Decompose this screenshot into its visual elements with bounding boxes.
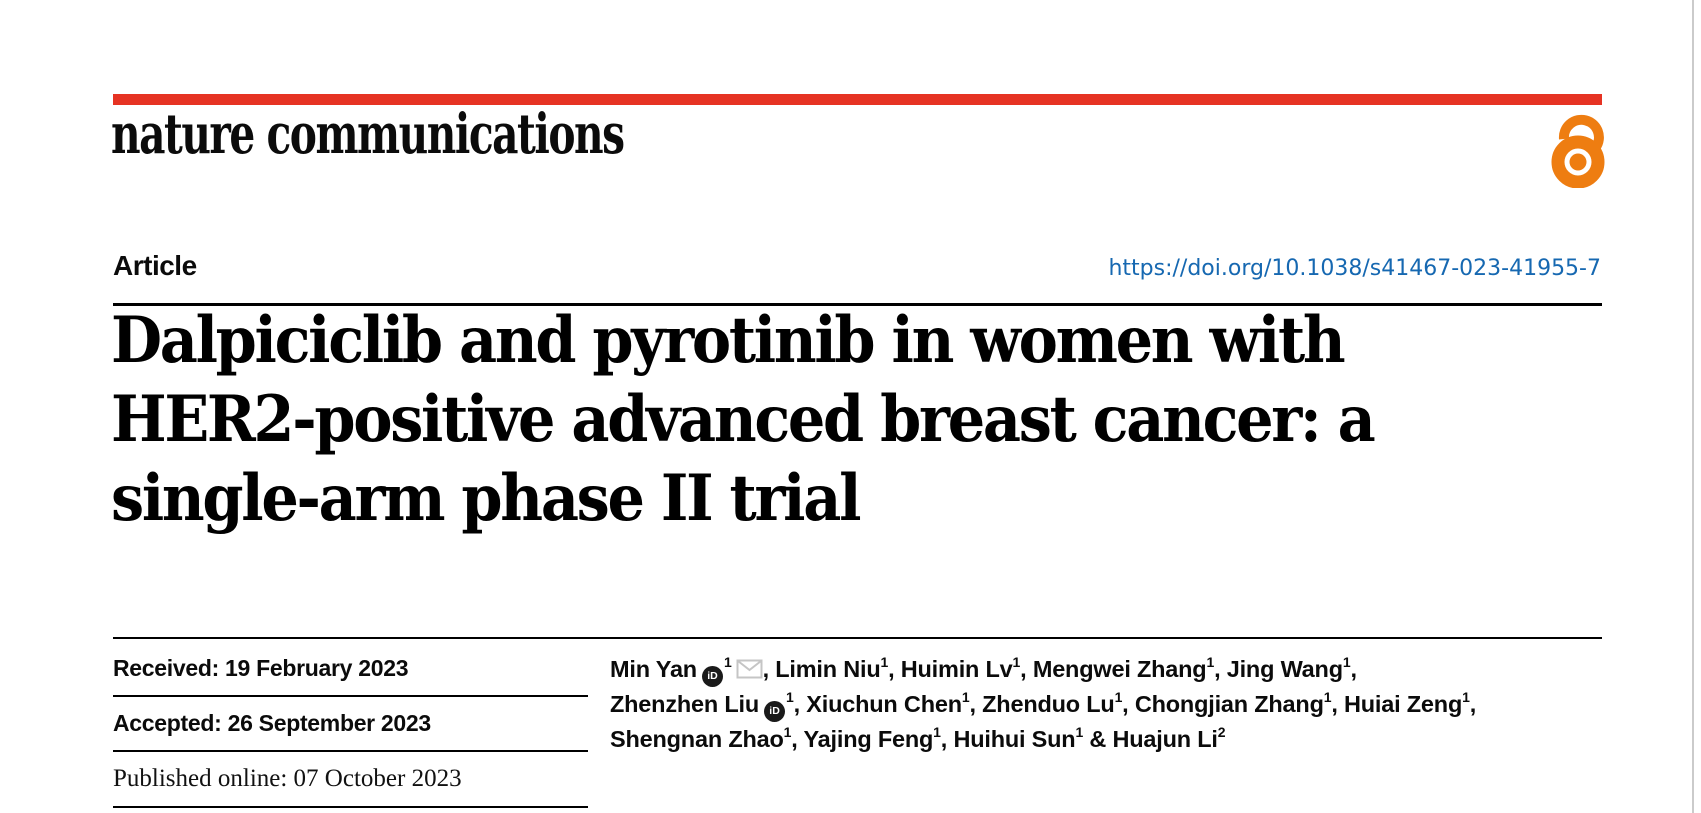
affiliation-superscript: 1 — [1075, 724, 1084, 741]
author-name: Limin Niu — [775, 656, 881, 682]
affiliation-superscript: 1 — [1342, 654, 1351, 671]
history-separator-2 — [113, 750, 588, 752]
author-name: Mengwei Zhang — [1032, 656, 1207, 682]
author-name: Zhenzhen Liu — [610, 691, 760, 717]
orcid-icon[interactable]: iD — [701, 666, 723, 687]
published-date: Published online: 07 October 2023 — [113, 765, 462, 792]
author-name: Shengnan Zhao — [610, 726, 784, 752]
article-divider-rule — [113, 303, 1602, 306]
accepted-date: Accepted: 26 September 2023 — [113, 710, 431, 736]
affiliation-superscript: 1 — [1114, 689, 1123, 706]
email-envelope-icon[interactable] — [736, 659, 763, 679]
author-name: Zhenduo Lu — [982, 691, 1115, 717]
author-line-1: Min Yan iD1, Limin Niu1, Huimin Lv1, Meng… — [610, 652, 1476, 687]
author-name: Huihui Sun — [953, 726, 1076, 752]
affiliation-superscript: 2 — [1217, 724, 1226, 741]
affiliation-superscript: 1 — [961, 689, 970, 706]
author-list: Min Yan iD1, Limin Niu1, Huimin Lv1, Meng… — [610, 652, 1476, 757]
history-separator-3 — [113, 806, 588, 808]
author-name: Xiuchun Chen — [806, 691, 962, 717]
affiliation-superscript: 1 — [880, 654, 889, 671]
affiliation-superscript: 1 — [933, 724, 941, 741]
open-access-icon[interactable] — [1551, 106, 1605, 188]
affiliation-superscript: 1 — [1012, 654, 1021, 671]
author-name: Chongjian Zhang — [1134, 691, 1324, 717]
doi-link[interactable]: https://doi.org/10.1038/s41467-023-41955… — [1108, 256, 1601, 281]
author-name: Huiai Zeng — [1344, 691, 1463, 717]
affiliation-superscript: 1 — [1323, 689, 1332, 706]
article-type-label: Article — [113, 250, 197, 281]
author-line-3: Shengnan Zhao1, Yajing Feng1, Huihui Sun… — [610, 724, 1226, 752]
affiliation-superscript: 1 — [1462, 689, 1470, 706]
author-name: Yajing Feng — [803, 726, 934, 752]
masthead-red-bar — [113, 94, 1602, 105]
affiliation-superscript: 1 — [723, 654, 732, 671]
paper-title-line-3: single-arm phase II trial — [111, 461, 861, 536]
author-line-2: Zhenzhen Liu iD1, Xiuchun Chen1, Zhenduo … — [610, 687, 1476, 722]
history-top-rule — [113, 637, 1602, 639]
received-date: Received: 19 February 2023 — [113, 655, 409, 681]
author-name: Min Yan — [610, 656, 697, 682]
paper-title-line-2: HER2-positive advanced breast cancer: a — [111, 382, 1376, 457]
author-name: Jing Wang — [1226, 656, 1343, 682]
open-access-body — [1551, 135, 1605, 188]
page-edge-line — [1692, 0, 1694, 813]
orcid-icon[interactable]: iD — [764, 701, 786, 722]
paper-title-line-1: Dalpiciclib and pyrotinib in women with — [111, 303, 1346, 378]
affiliation-superscript: 1 — [786, 689, 794, 706]
author-name: Huimin Lv — [900, 656, 1013, 682]
paper-title: Dalpiciclib and pyrotinib in women with … — [111, 301, 1483, 538]
open-access-keyhole — [1569, 153, 1587, 171]
journal-logo: nature communications — [111, 101, 625, 166]
open-access-shackle — [1558, 114, 1604, 150]
affiliation-superscript: 1 — [783, 724, 792, 741]
history-separator-1 — [113, 695, 588, 697]
affiliation-superscript: 1 — [1206, 654, 1215, 671]
author-name: Huajun Li — [1112, 726, 1218, 752]
